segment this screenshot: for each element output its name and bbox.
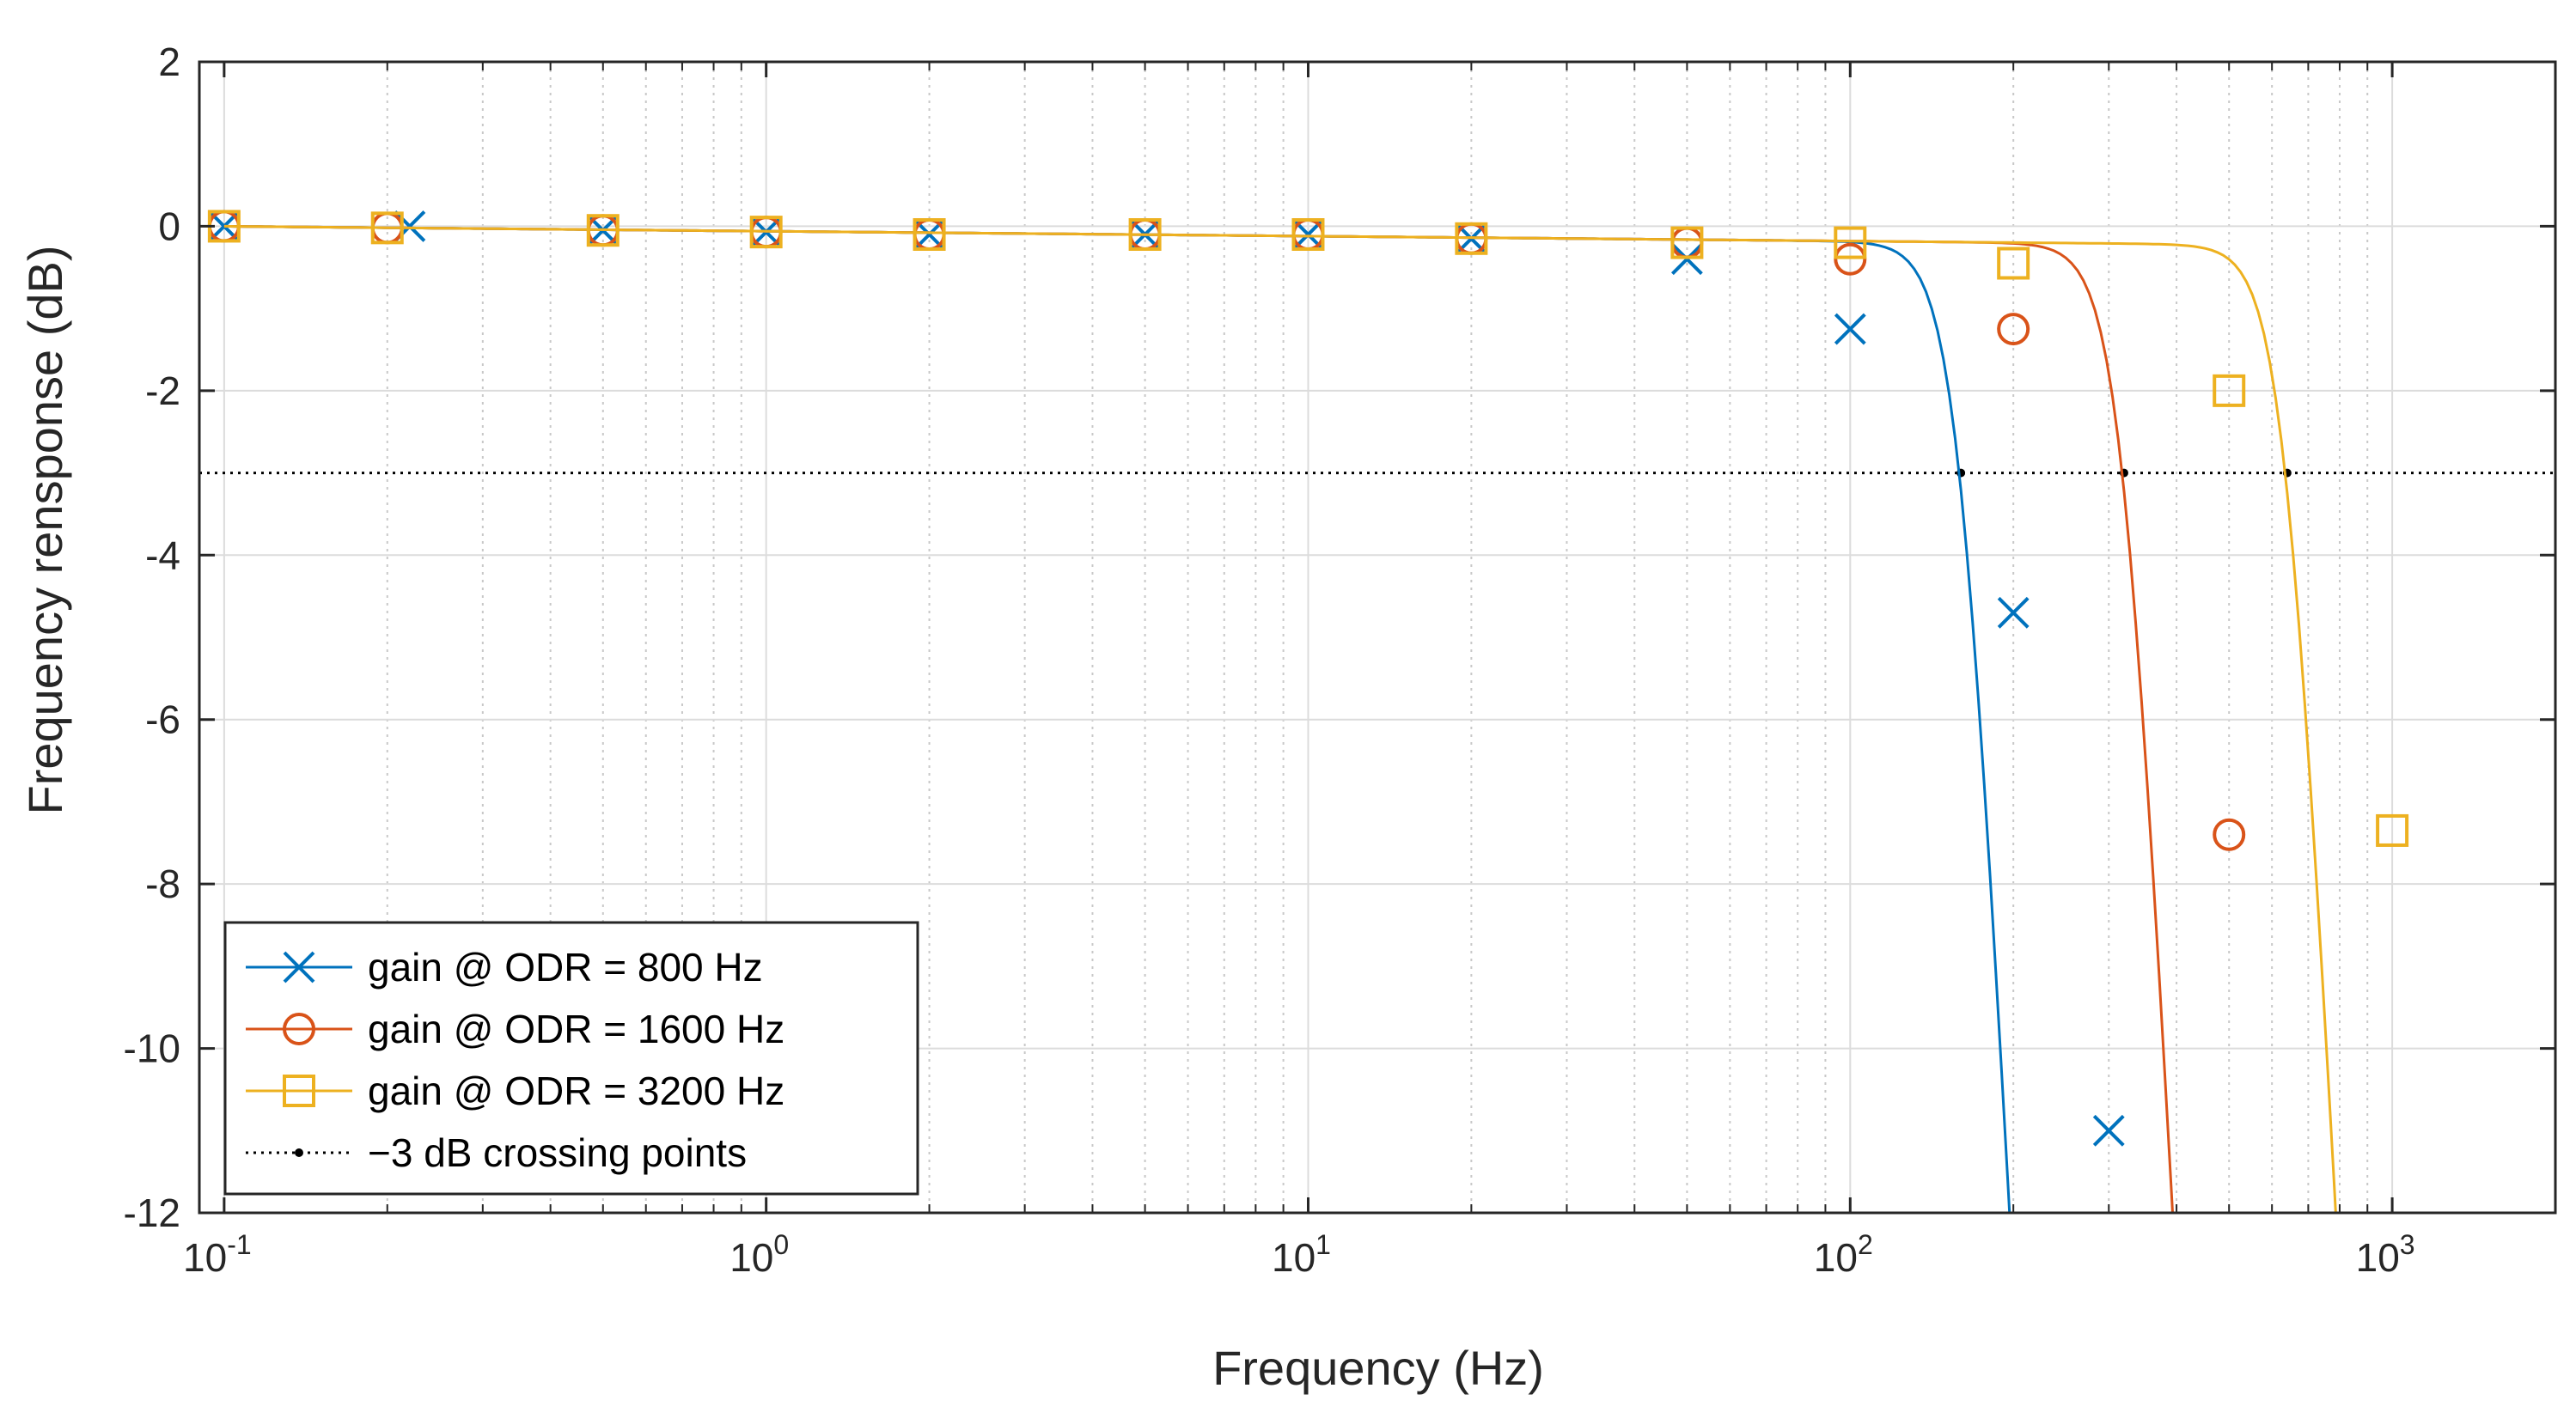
series-3 — [207, 210, 2409, 1213]
data-point — [1128, 218, 1162, 251]
data-point — [1997, 313, 2030, 346]
marker-stroke — [2092, 1114, 2125, 1147]
x-tick-exponent: 1 — [1315, 1229, 1331, 1260]
legend-label: gain @ ODR = 3200 Hz — [368, 1069, 784, 1113]
x-tick-exponent: 2 — [1858, 1229, 1873, 1260]
data-point — [1834, 313, 1866, 345]
y-tick-label: -4 — [145, 533, 180, 577]
axes-box — [198, 60, 2557, 1215]
data-point — [2213, 818, 2246, 851]
legend-entry: gain @ ODR = 3200 Hz — [246, 1069, 784, 1113]
series-line — [223, 224, 2337, 1213]
legend-marker — [283, 1013, 315, 1045]
legend-entry: −3 dB crossing points — [246, 1130, 747, 1175]
y-tick-label: -2 — [145, 368, 180, 413]
y-tick-label: -12 — [124, 1191, 180, 1235]
data-point — [1670, 243, 1703, 276]
data-point — [586, 214, 620, 247]
y-tick-label: -10 — [124, 1026, 180, 1071]
legend-marker — [295, 1148, 303, 1157]
y-tick-label: -8 — [145, 862, 180, 906]
data-point — [2213, 374, 2246, 407]
x-tick-exponent: 3 — [2400, 1229, 2415, 1260]
x-tick-exponent: -1 — [227, 1229, 251, 1260]
legend-label: gain @ ODR = 800 Hz — [368, 945, 763, 990]
data-point — [2376, 813, 2409, 847]
legend-label: −3 dB crossing points — [368, 1130, 747, 1175]
marker-stroke — [1997, 596, 2030, 629]
data-point — [1997, 596, 2030, 629]
series-group — [207, 210, 2409, 1213]
legend: gain @ ODR = 800 Hz gain @ ODR = 1600 Hz g… — [223, 921, 919, 1196]
marker-stroke — [283, 951, 315, 983]
data-point — [1455, 222, 1488, 255]
x-axis-title: Frequency (Hz) — [1212, 1341, 1544, 1395]
data-point — [370, 211, 404, 245]
legend-label: gain @ ODR = 1600 Hz — [368, 1007, 784, 1051]
legend-marker — [283, 951, 315, 983]
data-point — [913, 218, 946, 251]
y-tick-label: 0 — [158, 204, 180, 248]
legend-marker — [283, 1075, 315, 1107]
y-axis-title: Frequency rensponse (dB) — [18, 245, 72, 814]
data-point — [1834, 242, 1867, 276]
data-point — [749, 216, 783, 249]
legend-entry: gain @ ODR = 800 Hz — [246, 945, 763, 990]
marker-stroke — [1834, 313, 1866, 345]
legend-entry: gain @ ODR = 1600 Hz — [246, 1007, 784, 1051]
data-point — [1834, 226, 1867, 259]
data-point — [1291, 218, 1325, 251]
x-tick-exponent: 0 — [773, 1229, 789, 1260]
marker-stroke — [1670, 243, 1703, 276]
data-point — [1670, 226, 1704, 259]
y-tick-label: -6 — [145, 697, 180, 742]
data-point — [1997, 247, 2030, 280]
data-point — [2092, 1114, 2125, 1147]
y-tick-label: 2 — [158, 40, 180, 84]
